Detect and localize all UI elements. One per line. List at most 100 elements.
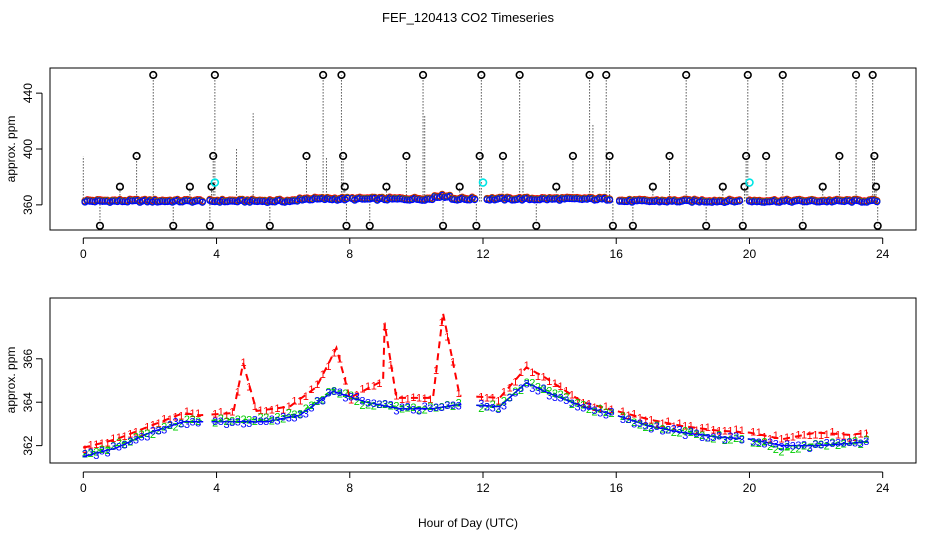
series-1-mark: 1 — [263, 405, 269, 417]
series-1-mark: 1 — [99, 438, 105, 450]
top-panel: 0 4 8 12 16 20 24 360 400 440 approx. ppm — [4, 67, 917, 261]
series-1-mark: 1 — [552, 378, 558, 390]
series-1-mark: 1 — [325, 361, 331, 373]
series-2-mark: 2 — [642, 422, 648, 434]
series-2-mark: 2 — [184, 414, 190, 426]
bottom-y-tick-label: 362 — [21, 435, 35, 455]
series-2-mark: 2 — [263, 412, 269, 424]
series-1-mark: 1 — [439, 317, 445, 329]
series-1-mark: 1 — [354, 390, 360, 402]
series-2-mark: 2 — [291, 409, 297, 421]
series-1-mark: 1 — [342, 375, 348, 387]
series-3-mark: 3 — [422, 401, 428, 413]
series-3-mark: 3 — [824, 438, 830, 450]
series-2-mark: 2 — [541, 384, 547, 396]
outlier-point — [210, 70, 219, 80]
outlier-point — [185, 182, 194, 191]
series-1-mark: 1 — [456, 388, 462, 400]
series-1-mark: 1 — [778, 433, 784, 445]
outlier-point — [778, 70, 787, 80]
series-1-mark: 1 — [393, 391, 399, 403]
outlier-point — [498, 151, 508, 161]
series-3-mark: 3 — [733, 431, 739, 443]
series-2-mark: 2 — [693, 429, 699, 441]
outlier-point — [402, 151, 411, 161]
series-3-mark: 3 — [99, 446, 105, 458]
series-1-mark: 1 — [252, 401, 258, 413]
series-1-mark: 1 — [173, 411, 179, 423]
top-y-axis: 360 400 440 — [21, 83, 43, 215]
series-3-mark: 3 — [490, 402, 496, 414]
series-2-mark: 2 — [399, 404, 405, 416]
series-2-mark: 2 — [173, 421, 179, 433]
series-3-mark: 3 — [218, 416, 224, 428]
series-3-mark: 3 — [444, 400, 450, 412]
series-3-mark: 3 — [642, 420, 648, 432]
outlier-point — [762, 151, 771, 161]
series-1-mark: 1 — [710, 425, 716, 437]
series-1-mark: 1 — [189, 408, 195, 420]
series-3-mark: 3 — [671, 424, 677, 436]
series-1-mark: 1 — [529, 367, 535, 379]
outlier-point — [532, 221, 541, 230]
series-3-mark: 3 — [761, 438, 767, 450]
series-3-mark: 3 — [274, 415, 280, 427]
series-3-mark: 3 — [778, 442, 784, 454]
series-2-mark: 2 — [116, 437, 122, 449]
series-1-mark: 1 — [184, 406, 190, 418]
series-2-mark: 2 — [405, 402, 411, 414]
series-2-mark: 2 — [252, 416, 258, 428]
series-2-mark: 2 — [337, 389, 343, 401]
top-x-tick-label: 16 — [610, 247, 624, 261]
series-1-mark: 1 — [269, 404, 275, 416]
series-1-mark: 1 — [676, 418, 682, 430]
series-3-mark: 3 — [82, 449, 88, 461]
series-2-mark: 2 — [778, 446, 784, 458]
series-2-mark: 2 — [410, 402, 416, 414]
series-1-mark: 1 — [161, 414, 167, 426]
series-2-mark: 2 — [359, 400, 365, 412]
outlier-point — [602, 70, 611, 80]
series-2-mark: 2 — [122, 439, 128, 451]
series-1-mark: 1 — [388, 359, 394, 371]
series-3-mark: 3 — [863, 436, 869, 448]
series-2-mark: 2 — [308, 400, 314, 412]
series-3-mark: 3 — [308, 403, 314, 415]
series-3-mark: 3 — [150, 425, 156, 437]
series-3-mark: 3 — [359, 395, 365, 407]
series-1-mark: 1 — [156, 418, 162, 430]
outlier-point — [718, 182, 727, 191]
series-2-mark: 2 — [495, 403, 501, 415]
series-3-point — [735, 197, 744, 205]
series-2-mark: 2 — [818, 439, 824, 451]
series-1-mark: 1 — [405, 394, 411, 406]
top-y-tick-label: 400 — [21, 139, 35, 159]
outlier-point — [798, 221, 807, 230]
series-3-mark: 3 — [597, 408, 603, 420]
series-2-mark: 2 — [739, 434, 745, 446]
outlier-point — [302, 151, 311, 161]
series-3-mark: 3 — [427, 403, 433, 415]
series-3-mark: 3 — [291, 413, 297, 425]
series-3-mark: 3 — [195, 417, 201, 429]
series-1-mark: 1 — [229, 407, 235, 419]
series-2-mark: 2 — [761, 437, 767, 449]
outlier-point — [702, 221, 711, 230]
outlier-point — [382, 182, 391, 191]
series-1-mark: 1 — [116, 432, 122, 444]
series-3-mark: 3 — [699, 432, 705, 444]
series-2-mark: 2 — [575, 397, 581, 409]
series-2-mark: 2 — [303, 403, 309, 415]
series-3-mark: 3 — [659, 425, 665, 437]
outlier-point — [418, 70, 428, 80]
series-3-mark: 3 — [212, 416, 218, 428]
outlier-point — [342, 221, 351, 230]
series-2-mark: 2 — [790, 444, 796, 456]
series-3-point — [873, 198, 881, 206]
outlier-point — [568, 151, 578, 161]
series-3-mark: 3 — [144, 432, 150, 444]
series-2-mark: 2 — [773, 444, 779, 456]
top-x-tick-label: 4 — [213, 247, 220, 261]
outlier-point — [209, 151, 218, 161]
